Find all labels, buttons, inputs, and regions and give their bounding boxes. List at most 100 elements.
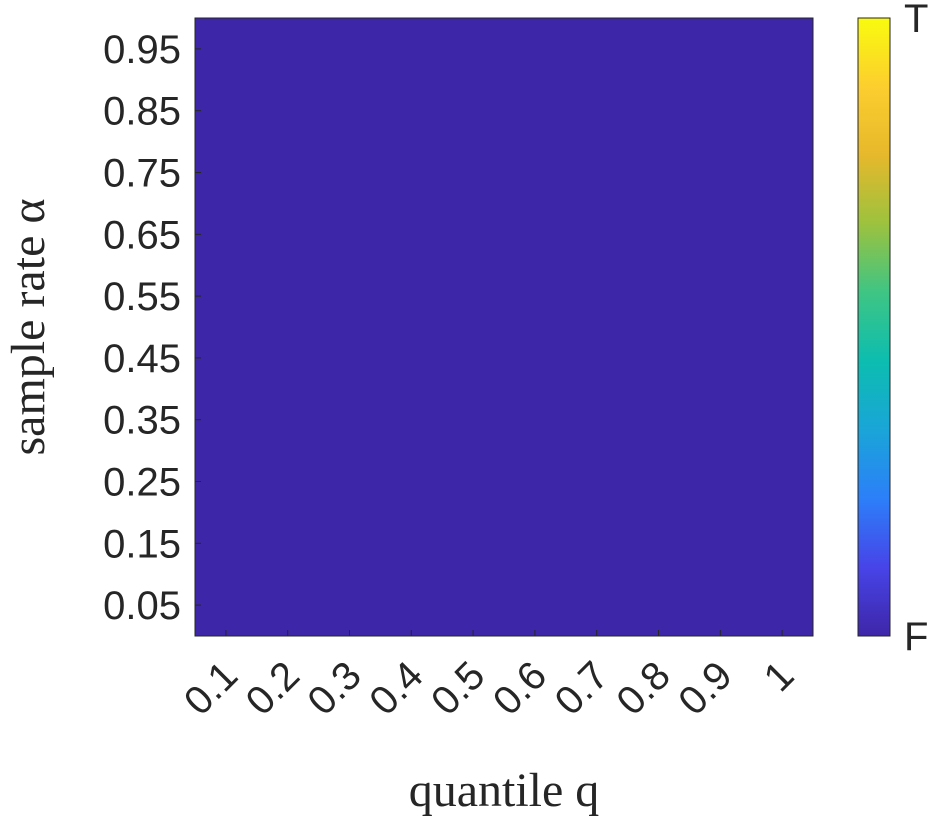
heatmap-cell: [380, 450, 443, 513]
heatmap-cell: [380, 388, 443, 452]
heatmap-cell: [565, 327, 629, 390]
heatmap-cell: [195, 450, 258, 513]
heatmap-cell: [318, 388, 381, 452]
heatmap-cell: [256, 203, 320, 266]
x-tick-label: 1: [756, 653, 803, 700]
heatmap-cell: [442, 141, 505, 204]
colorbar-tick-label: F: [904, 615, 928, 659]
colorbar: [857, 17, 891, 637]
heatmap-cell: [689, 203, 752, 266]
heatmap-cell: [751, 327, 814, 390]
heatmap-cell: [751, 574, 814, 637]
heatmap-cell: [504, 141, 567, 204]
y-tick-label: 0.05: [103, 584, 181, 628]
heatmap-cell: [565, 79, 629, 143]
heatmap-cell: [565, 203, 629, 266]
heatmap-cell: [565, 141, 629, 204]
heatmap-cell: [751, 388, 814, 452]
x-tick-label: 0.6: [485, 653, 555, 723]
heatmap-cell: [689, 79, 752, 143]
heatmap-cell: [380, 203, 443, 266]
heatmap-cell: [504, 203, 567, 266]
heatmap-cell: [318, 141, 381, 204]
heatmap-cell: [318, 203, 381, 266]
heatmap-cell: [751, 265, 814, 328]
heatmap-cell: [627, 18, 690, 81]
heatmap-cell: [318, 512, 381, 575]
heatmap-cell: [195, 203, 258, 266]
heatmap-cell: [442, 18, 505, 81]
y-tick-label: 0.65: [103, 213, 181, 257]
heatmap-cell: [380, 141, 443, 204]
heatmap-cell: [751, 203, 814, 266]
heatmap-cell: [256, 141, 320, 204]
heatmap-cell: [565, 574, 629, 637]
heatmap-cell: [627, 203, 690, 266]
heatmap-cell: [442, 203, 505, 266]
x-tick-label: 0.4: [361, 653, 431, 723]
heatmap-cell: [195, 18, 258, 81]
heatmap-cell: [627, 574, 690, 637]
heatmap-cell: [318, 265, 381, 328]
heatmap-cell: [504, 79, 567, 143]
heatmap-cell: [256, 265, 320, 328]
heatmap-cell: [689, 512, 752, 575]
heatmap-cell: [195, 574, 258, 637]
heatmap-cell: [627, 388, 690, 452]
heatmap-cell: [380, 512, 443, 575]
x-tick-label: 0.8: [608, 653, 678, 723]
heatmap-cell: [256, 574, 320, 637]
heatmap-cell: [195, 327, 258, 390]
heatmap-cell: [318, 18, 381, 81]
heatmap-cell: [689, 327, 752, 390]
heatmap-cell: [256, 512, 320, 575]
heatmap-cell: [751, 450, 814, 513]
heatmap-cell: [627, 327, 690, 390]
heatmap-cell: [751, 79, 814, 143]
colorbar-tick-label: T: [904, 0, 928, 41]
heatmap-cell: [442, 512, 505, 575]
x-axis-label: quantile q: [409, 764, 600, 817]
heatmap-cell: [442, 265, 505, 328]
heatmap-cell: [256, 79, 320, 143]
heatmap-cell: [256, 450, 320, 513]
y-tick-label: 0.95: [103, 28, 181, 72]
heatmap-cell: [380, 327, 443, 390]
heatmap-cell: [689, 18, 752, 81]
heatmap-cell: [442, 79, 505, 143]
heatmap-cell: [380, 79, 443, 143]
heatmap-cell: [627, 512, 690, 575]
heatmap-cell: [380, 265, 443, 328]
y-tick-label: 0.75: [103, 152, 181, 196]
x-tick-label: 0.2: [238, 653, 308, 723]
heatmap-cell: [380, 574, 443, 637]
y-axis-label: sample rate α: [2, 198, 55, 455]
heatmap-cell: [689, 574, 752, 637]
heatmap-cell: [627, 141, 690, 204]
heatmap-cell: [442, 450, 505, 513]
heatmap-cell: [442, 388, 505, 452]
heatmap-cell: [442, 574, 505, 637]
heatmap-cell: [627, 265, 690, 328]
heatmap-cell: [256, 388, 320, 452]
heatmap-cell: [565, 18, 629, 81]
heatmap-cell: [504, 388, 567, 452]
heatmap-cell: [504, 327, 567, 390]
heatmap-cell: [689, 388, 752, 452]
heatmap-cell: [256, 327, 320, 390]
y-tick-label: 0.85: [103, 90, 181, 134]
plot-frame: [194, 17, 814, 637]
heatmap-cell: [565, 388, 629, 452]
heatmap-cell: [689, 450, 752, 513]
heatmap-cell: [565, 450, 629, 513]
heatmap-cell: [318, 450, 381, 513]
heatmap-cell: [627, 79, 690, 143]
heatmap-cell: [256, 18, 320, 81]
heatmap-cell: [565, 265, 629, 328]
heatmap-cell: [751, 512, 814, 575]
x-tick-label: 0.5: [423, 653, 493, 723]
x-tick-label: 0.7: [547, 653, 617, 723]
heatmap-cell: [318, 327, 381, 390]
heatmap-cell: [751, 141, 814, 204]
